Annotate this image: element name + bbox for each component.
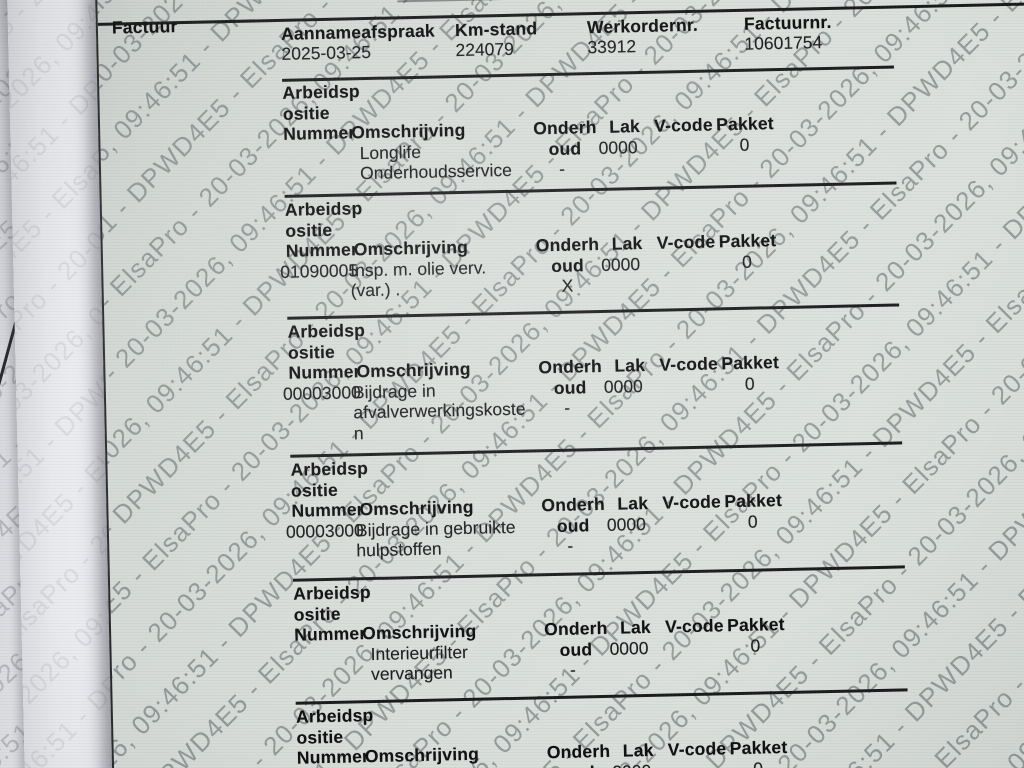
column-header-onderhoud-line2: oud [553,377,587,399]
section-group-label-line1: Arbeidsp [282,81,361,103]
cell-omschrijving-line1: Longlife [359,141,422,164]
column-header-lak: Lak [614,355,646,376]
column-header-lak: Lak [608,116,641,137]
column-header-nummer: Nummer [291,499,364,521]
column-header-vcode: V-code [667,738,727,760]
section-group-label-line2: ositie [290,479,339,501]
cell-lak: 0000 [603,376,644,397]
column-header-pakket: Pakket [724,490,783,512]
section-group-label-line1: Arbeidsp [287,320,366,342]
cell-pakket: 0 [753,759,763,768]
column-header-onderhoud-line1: Onderh [546,740,611,763]
cell-onderhoud: - [569,659,577,680]
table-top-border [97,1,1024,26]
cell-omschrijving-line3: n [353,423,364,444]
column-header-onderhoud-line2: oud [548,138,582,160]
header-field-label: Km-stand [454,18,538,41]
cell-pakket: 0 [741,251,753,272]
column-header-onderhoud-line2: oud [550,255,585,277]
section-group-label-line2: ositie [282,102,330,124]
cell-onderhoud: - [567,535,574,556]
column-header-vcode: V-code [656,231,716,253]
column-header-onderhoud-line2: oud [559,639,593,660]
section-group-label-line2: ositie [293,603,341,625]
cell-lak: 0000 [598,137,638,158]
column-header-omschrijving: Omschrijving [353,236,469,260]
cell-omschrijving-line2: hulpstoffen [356,538,442,561]
section-group-label-line1: Arbeidsp [295,705,374,727]
header-field-value: 224079 [455,38,515,61]
column-header-vcode: V-code [664,615,724,637]
header-field-label: Factuurnr. [743,11,832,34]
column-header-omschrijving: Omschrijving [356,358,471,382]
section-group-label-line1: Arbeidsp [290,458,369,480]
column-header-lak: Lak [611,233,643,254]
section-group-label-line1: Arbeidsp [293,582,371,604]
column-header-onderhoud-line1: Onderh [535,233,600,256]
column-header-nummer: Nummer [285,239,359,261]
column-header-vcode: V-code [659,353,719,375]
column-header-vcode: V-code [653,114,713,136]
column-header-omschrijving: Omschrijving [364,743,480,767]
column-header-lak: Lak [617,492,649,514]
section-group-label-line2: ositie [285,219,333,241]
header-field-value: 10601754 [744,32,823,54]
column-header-pakket: Pakket [726,614,785,636]
section-group-label-line2: ositie [296,726,344,748]
cell-pakket: 0 [747,511,758,532]
column-header-nummer: Nummer [288,361,361,383]
cell-omschrijving-line2: (var.) . [350,279,401,301]
section-group-label-line1: Arbeidsp [284,198,363,220]
invoice-title: Factuur [111,16,178,38]
cell-omschrijving-line1: Bijdrage in [352,380,436,403]
cell-onderhoud: - [558,158,566,179]
column-header-vcode: V-code [662,491,722,513]
page-edge-line [397,0,1024,2]
column-header-onderhoud-line2: oud [556,515,590,536]
cell-omschrijving-line2: afvalverwerkingskoste [353,398,526,423]
column-header-pakket: Pakket [721,352,780,374]
cell-omschrijving-line2: Onderhoudsservice [359,159,513,184]
column-header-omschrijving: Omschrijving [361,620,477,644]
column-header-lak: Lak [622,739,654,761]
cell-lak: 0000 [600,254,641,275]
cell-omschrijving-line1: Insp. m. olie verv. [350,257,487,281]
cell-nummer: 00003000 [285,520,365,542]
column-header-onderhoud-line1: Onderh [538,355,603,378]
column-header-pakket: Pakket [718,230,777,252]
section-group-label-line2: ositie [287,341,336,363]
column-header-nummer: Nummer [293,623,367,645]
invoice-page: 09:46:51 - DPWD4E5 - ElsaPro - 20-03-202… [95,0,1024,768]
column-header-onderhoud-line1: Onderh [543,617,608,640]
cell-lak: 0000 [609,638,649,659]
cell-lak: 0000 [612,761,651,768]
cell-omschrijving-line1: Interieurfilter [370,641,469,665]
cell-nummer: 01090005 [280,260,359,282]
header-field-label: Aannameafspraak [280,20,436,44]
column-header-pakket: Pakket [729,736,788,759]
cell-pakket: 0 [750,635,761,656]
cell-onderhoud: X [561,275,574,296]
column-header-onderhoud-line2: oud [562,762,595,768]
column-header-pakket: Pakket [715,113,775,135]
column-header-omschrijving: Omschrijving [351,119,466,143]
cell-onderhoud: - [564,397,571,418]
column-header-onderhoud-line1: Onderh [541,493,606,516]
cell-omschrijving-line2: vervangen [370,662,453,685]
header-field-value: 2025-03-25 [281,41,372,64]
cell-pakket: 0 [739,134,750,155]
column-header-lak: Lak [619,616,652,638]
column-header-nummer: Nummer [296,746,370,768]
column-header-nummer: Nummer [283,122,356,144]
cell-lak: 0000 [606,514,647,535]
cell-omschrijving-line1: Bijdrage in gebruikte [355,516,516,541]
cell-nummer: 00003000 [282,382,362,404]
column-header-omschrijving: Omschrijving [359,496,474,520]
header-field-value: 33912 [587,36,637,58]
work-position-section: Arbeidsp ositie Nummer Omschrijving Onde… [104,305,1024,457]
cell-pakket: 0 [744,373,755,394]
header-field-label: Werkordernr. [586,14,699,38]
column-header-onderhoud-line1: Onderh [532,117,597,139]
